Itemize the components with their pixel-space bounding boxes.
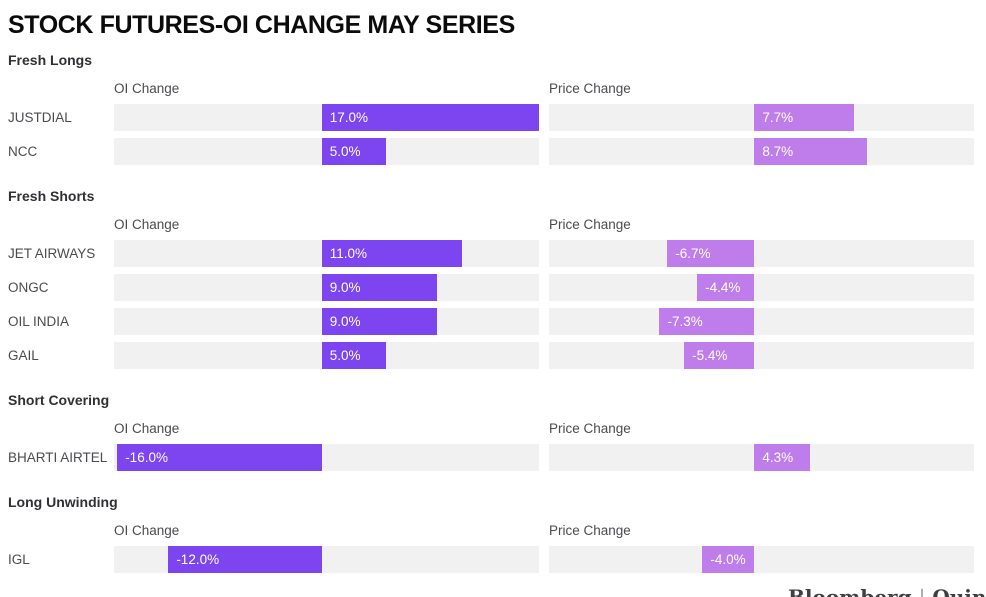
oi-change-track: -12.0%: [114, 546, 539, 573]
oi-change-track: 9.0%: [114, 274, 539, 301]
row-label: GAIL: [8, 348, 39, 363]
table-row: BHARTI AIRTEL -16.0% 4.3%: [0, 444, 986, 471]
price-change-track: -6.7%: [549, 240, 974, 267]
price-change-track: -5.4%: [549, 342, 974, 369]
chart-sections: Fresh Longs OI Change Price Change JUSTD…: [0, 53, 986, 573]
oi-change-track: 5.0%: [114, 138, 539, 165]
section-heading: Fresh Shorts: [8, 188, 95, 204]
column-headers: OI Change Price Change: [0, 82, 986, 96]
label-column-spacer: [0, 422, 114, 436]
section-heading: Fresh Longs: [8, 52, 93, 68]
price-change-bar: 7.7%: [754, 104, 855, 131]
bar-value-label: -6.7%: [675, 246, 711, 261]
price-change-bar: -7.3%: [659, 308, 755, 335]
column-headers: OI Change Price Change: [0, 524, 986, 538]
chart-section: Fresh Shorts OI Change Price Change JET …: [0, 189, 986, 369]
brand-watermark: Bloomberg | Quint: [788, 585, 986, 597]
oi-change-track: -16.0%: [114, 444, 539, 471]
brand-separator: |: [918, 585, 926, 597]
bar-value-label: -4.4%: [705, 280, 741, 295]
bar-value-label: -7.3%: [667, 314, 703, 329]
oi-change-bar: 17.0%: [321, 104, 539, 131]
oi-change-bar: 9.0%: [321, 308, 437, 335]
brand-bloomberg-text: Bloomberg: [788, 585, 912, 597]
bar-value-label: 5.0%: [329, 348, 361, 363]
section-heading: Long Unwinding: [8, 494, 118, 510]
bar-value-label: 11.0%: [329, 246, 367, 261]
bar-value-label: 8.7%: [762, 144, 794, 159]
row-label: ONGC: [8, 280, 49, 295]
page-title: STOCK FUTURES-OI CHANGE MAY SERIES: [8, 11, 515, 39]
table-row: NCC 5.0% 8.7%: [0, 138, 986, 165]
column-header-oi-change: OI Change: [114, 217, 180, 232]
price-change-track: 7.7%: [549, 104, 974, 131]
oi-change-bar: -16.0%: [117, 444, 322, 471]
bar-value-label: 9.0%: [329, 314, 361, 329]
price-change-bar: 8.7%: [754, 138, 868, 165]
oi-change-track: 11.0%: [114, 240, 539, 267]
oi-change-bar: 9.0%: [321, 274, 437, 301]
bar-value-label: 7.7%: [762, 110, 794, 125]
bar-value-label: 5.0%: [329, 144, 361, 159]
price-change-track: -4.0%: [549, 546, 974, 573]
bar-value-label: -4.0%: [710, 552, 746, 567]
column-header-oi-change: OI Change: [114, 523, 180, 538]
chart-section: Fresh Longs OI Change Price Change JUSTD…: [0, 53, 986, 165]
oi-change-track: 17.0%: [114, 104, 539, 131]
row-label: NCC: [8, 144, 38, 159]
section-rows: JET AIRWAYS 11.0% -6.7% ONGC 9.0% -4.4% …: [0, 240, 986, 369]
table-row: JUSTDIAL 17.0% 7.7%: [0, 104, 986, 131]
oi-change-track: 9.0%: [114, 308, 539, 335]
row-label: BHARTI AIRTEL: [8, 450, 108, 465]
oi-change-bar: 11.0%: [321, 240, 463, 267]
section-rows: JUSTDIAL 17.0% 7.7% NCC 5.0% 8.7%: [0, 104, 986, 165]
label-column-spacer: [0, 82, 114, 96]
table-row: JET AIRWAYS 11.0% -6.7%: [0, 240, 986, 267]
column-header-price-change: Price Change: [549, 421, 631, 436]
table-row: IGL -12.0% -4.0%: [0, 546, 986, 573]
label-column-spacer: [0, 218, 114, 232]
price-change-bar: -4.4%: [697, 274, 755, 301]
price-change-track: -4.4%: [549, 274, 974, 301]
column-header-price-change: Price Change: [549, 523, 631, 538]
price-change-track: 4.3%: [549, 444, 974, 471]
oi-change-bar: -12.0%: [168, 546, 322, 573]
column-headers: OI Change Price Change: [0, 218, 986, 232]
section-rows: IGL -12.0% -4.0%: [0, 546, 986, 573]
column-header-oi-change: OI Change: [114, 421, 180, 436]
row-label: JET AIRWAYS: [8, 246, 96, 261]
column-header-oi-change: OI Change: [114, 81, 180, 96]
chart-section: Long Unwinding OI Change Price Change IG…: [0, 495, 986, 573]
table-row: ONGC 9.0% -4.4%: [0, 274, 986, 301]
row-label: OIL INDIA: [8, 314, 70, 329]
row-label: IGL: [8, 552, 30, 567]
column-headers: OI Change Price Change: [0, 422, 986, 436]
table-row: GAIL 5.0% -5.4%: [0, 342, 986, 369]
price-change-bar: 4.3%: [754, 444, 811, 471]
bar-value-label: -5.4%: [692, 348, 728, 363]
table-row: OIL INDIA 9.0% -7.3%: [0, 308, 986, 335]
section-rows: BHARTI AIRTEL -16.0% 4.3%: [0, 444, 986, 471]
column-header-price-change: Price Change: [549, 81, 631, 96]
oi-change-bar: 5.0%: [321, 138, 386, 165]
label-column-spacer: [0, 524, 114, 538]
bar-value-label: 17.0%: [329, 110, 368, 125]
price-change-bar: -4.0%: [702, 546, 755, 573]
bar-value-label: -16.0%: [125, 450, 168, 465]
brand-quint-text: Quint: [932, 585, 986, 597]
bar-value-label: -12.0%: [176, 552, 220, 567]
price-change-bar: -6.7%: [667, 240, 755, 267]
bar-value-label: 4.3%: [762, 450, 794, 465]
bar-value-label: 9.0%: [329, 280, 361, 295]
oi-change-bar: 5.0%: [321, 342, 386, 369]
oi-change-track: 5.0%: [114, 342, 539, 369]
column-header-price-change: Price Change: [549, 217, 631, 232]
row-label: JUSTDIAL: [8, 110, 72, 125]
price-change-bar: -5.4%: [684, 342, 755, 369]
section-heading: Short Covering: [8, 392, 110, 408]
chart-section: Short Covering OI Change Price Change BH…: [0, 393, 986, 471]
price-change-track: 8.7%: [549, 138, 974, 165]
price-change-track: -7.3%: [549, 308, 974, 335]
